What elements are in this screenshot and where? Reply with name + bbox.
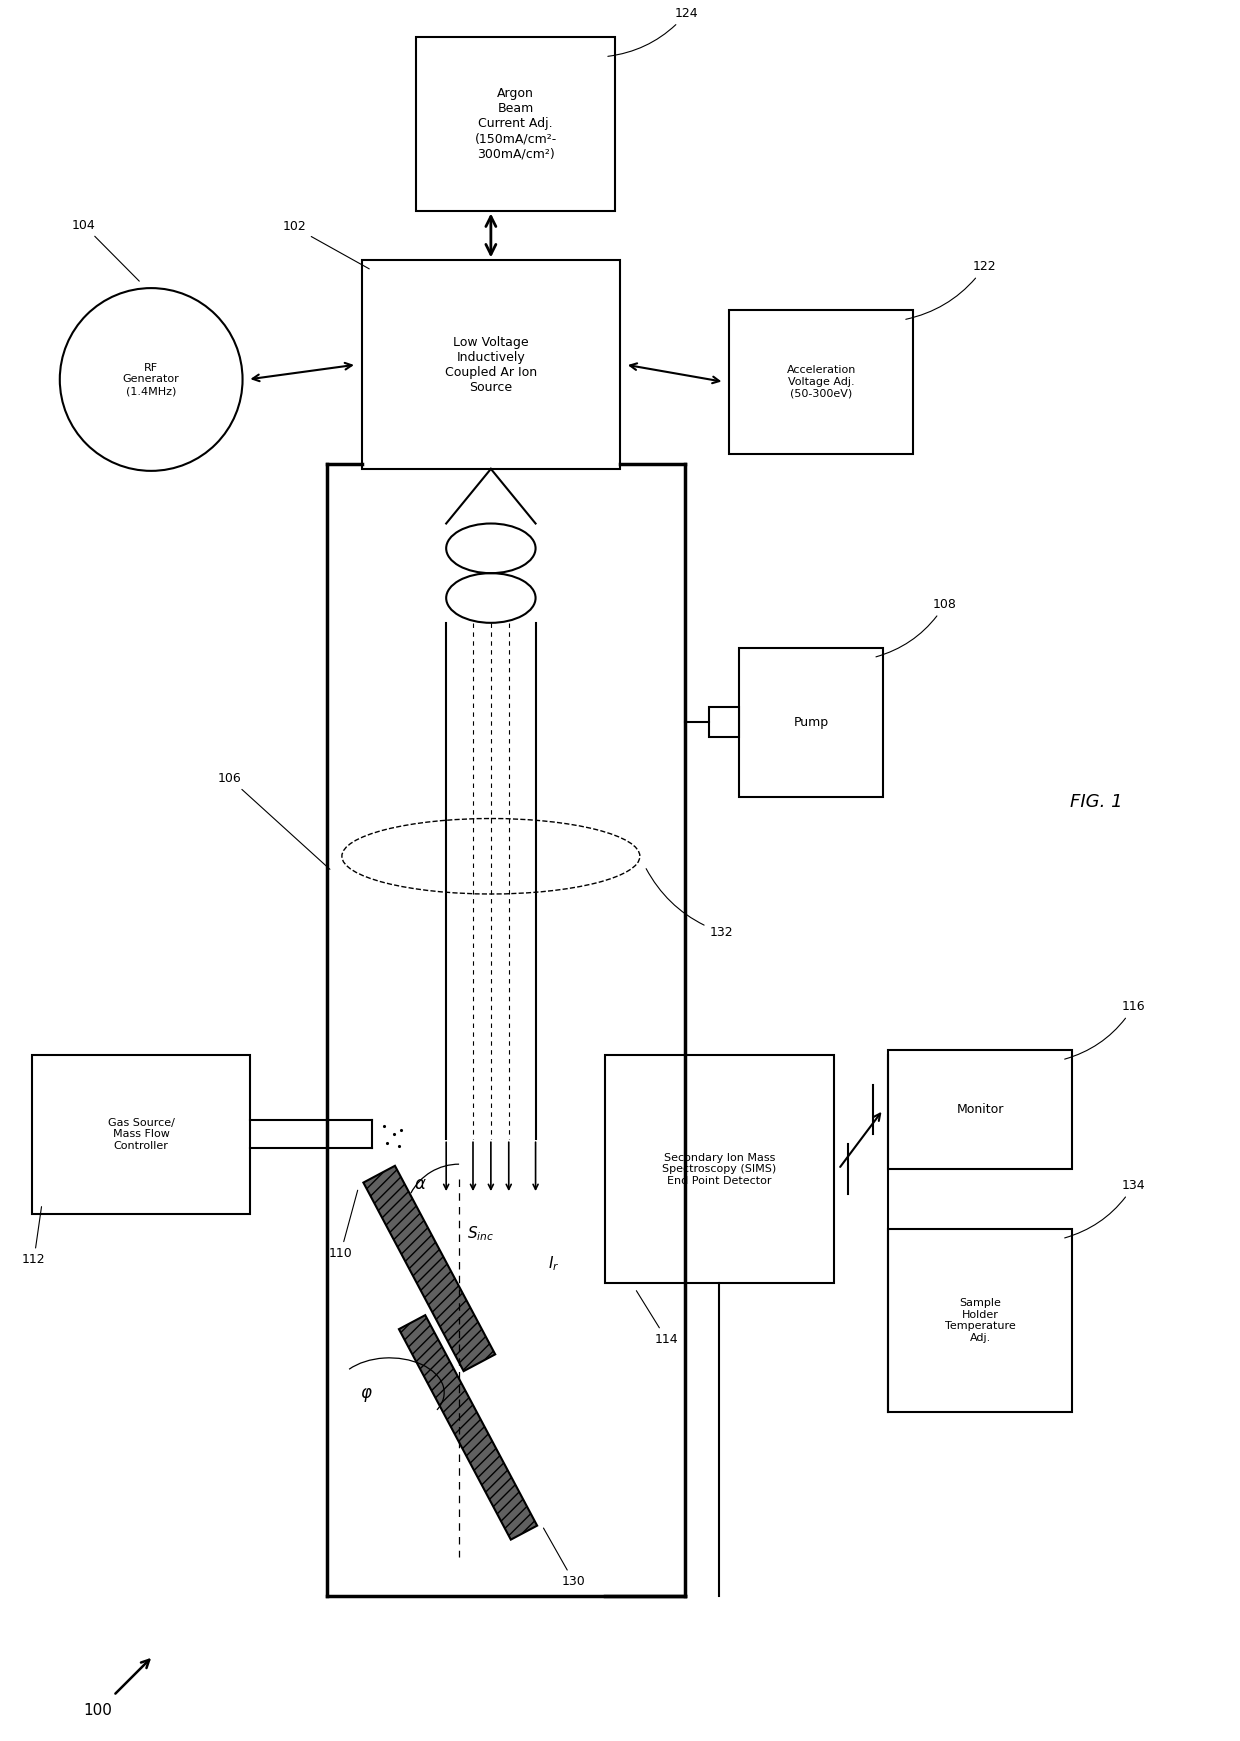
Text: 112: 112 bbox=[22, 1207, 46, 1266]
Text: $I_r$: $I_r$ bbox=[548, 1255, 560, 1273]
Text: Acceleration
Voltage Adj.
(50-300eV): Acceleration Voltage Adj. (50-300eV) bbox=[786, 366, 856, 399]
Text: 110: 110 bbox=[329, 1191, 357, 1260]
Text: Argon
Beam
Current Adj.
(150mA/cm²-
300mA/cm²): Argon Beam Current Adj. (150mA/cm²- 300m… bbox=[475, 87, 557, 160]
Text: 134: 134 bbox=[1065, 1179, 1146, 1238]
Bar bbox=[362, 261, 620, 468]
Text: 122: 122 bbox=[905, 259, 996, 319]
Bar bbox=[605, 1055, 833, 1283]
Text: Pump: Pump bbox=[794, 716, 828, 729]
Bar bbox=[32, 1055, 250, 1213]
Text: 132: 132 bbox=[646, 869, 733, 938]
Text: FIG. 1: FIG. 1 bbox=[1070, 792, 1123, 811]
Text: 100: 100 bbox=[83, 1703, 113, 1718]
Text: $\alpha$: $\alpha$ bbox=[414, 1175, 427, 1193]
Text: 124: 124 bbox=[608, 7, 698, 56]
Text: 114: 114 bbox=[636, 1290, 678, 1346]
Bar bbox=[417, 37, 615, 211]
Text: Sample
Holder
Temperature
Adj.: Sample Holder Temperature Adj. bbox=[945, 1299, 1016, 1342]
Bar bbox=[739, 648, 883, 797]
Text: 102: 102 bbox=[283, 221, 370, 268]
Polygon shape bbox=[363, 1166, 495, 1372]
Text: $\varphi$: $\varphi$ bbox=[360, 1386, 372, 1403]
Text: Monitor: Monitor bbox=[956, 1104, 1003, 1116]
Text: 130: 130 bbox=[543, 1529, 585, 1588]
Polygon shape bbox=[399, 1314, 537, 1539]
Text: 116: 116 bbox=[1065, 1001, 1146, 1059]
Text: 108: 108 bbox=[875, 597, 957, 656]
Text: Gas Source/
Mass Flow
Controller: Gas Source/ Mass Flow Controller bbox=[108, 1118, 175, 1151]
Circle shape bbox=[60, 287, 243, 470]
Bar bbox=[888, 1229, 1071, 1412]
Text: RF
Generator
(1.4MHz): RF Generator (1.4MHz) bbox=[123, 362, 180, 397]
Text: 104: 104 bbox=[72, 219, 139, 280]
Bar bbox=[888, 1050, 1071, 1170]
Bar bbox=[729, 310, 913, 454]
Text: $S_{inc}$: $S_{inc}$ bbox=[467, 1224, 495, 1243]
Text: 106: 106 bbox=[218, 771, 330, 869]
Text: Secondary Ion Mass
Spectroscopy (SIMS)
End Point Detector: Secondary Ion Mass Spectroscopy (SIMS) E… bbox=[662, 1153, 776, 1186]
Bar bbox=[709, 707, 739, 736]
Text: Low Voltage
Inductively
Coupled Ar Ion
Source: Low Voltage Inductively Coupled Ar Ion S… bbox=[445, 336, 537, 393]
